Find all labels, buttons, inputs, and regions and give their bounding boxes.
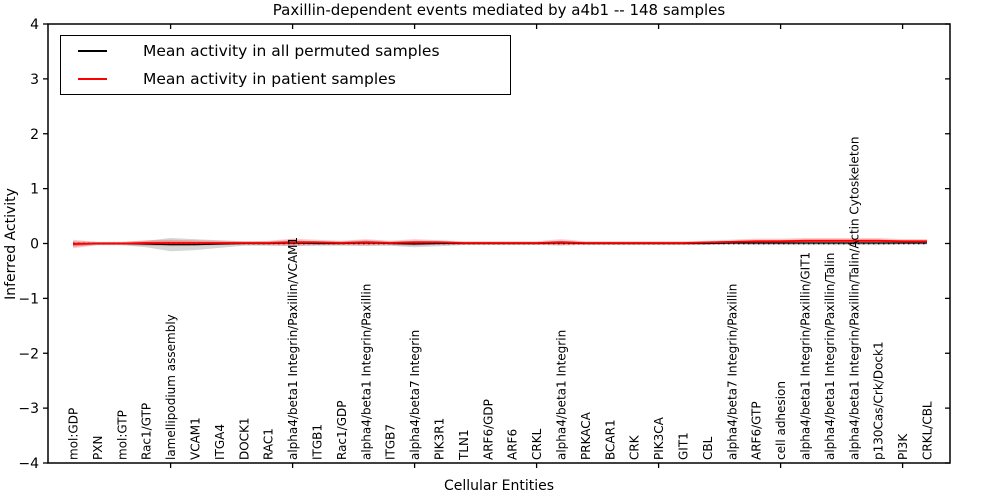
- x-tick-label: alpha4/beta1 Integrin/Paxillin/GIT1: [799, 252, 813, 460]
- x-tick-label: ITGB1: [311, 424, 325, 460]
- x-tick-label: PIK3CA: [652, 416, 666, 460]
- y-tick-label: 2: [30, 127, 39, 143]
- x-tick-label: ITGB7: [384, 424, 398, 460]
- x-tick-label: CRKL: [530, 428, 544, 460]
- y-tick-label: −3: [18, 401, 39, 417]
- x-tick-label: alpha4/beta1 Integrin/Paxillin: [359, 284, 373, 460]
- chart-title: Paxillin-dependent events mediated by a4…: [272, 1, 726, 19]
- x-tick-label: alpha4/beta7 Integrin/Paxillin: [725, 284, 739, 460]
- legend-label-permuted: Mean activity in all permuted samples: [143, 42, 440, 60]
- x-tick-label: GIT1: [677, 432, 691, 460]
- legend-label-patient: Mean activity in patient samples: [143, 70, 396, 88]
- x-tick-label: PXN: [91, 436, 105, 460]
- y-tick-label: 3: [30, 72, 39, 88]
- x-tick-label: ARF6/GDP: [481, 399, 495, 460]
- x-tick-label: ITGA4: [213, 424, 227, 460]
- y-tick-label: 4: [30, 17, 39, 33]
- x-tick-label: alpha4/beta1 Integrin/Paxillin/Talin: [823, 253, 837, 460]
- permuted-band: [73, 238, 927, 252]
- x-tick-label: alpha4/beta7 Integrin: [408, 330, 422, 460]
- y-axis-label: Inferred Activity: [3, 187, 19, 300]
- x-tick-label: PIK3R1: [433, 418, 447, 460]
- x-tick-label: PRKACA: [579, 411, 593, 460]
- x-tick-label: ARF6/GTP: [750, 401, 764, 460]
- x-tick-label: PI3K: [896, 433, 910, 460]
- legend-item-patient: Mean activity in patient samples: [61, 66, 510, 92]
- x-tick-label: CRKL/CBL: [921, 401, 935, 460]
- x-tick-label: ARF6: [506, 429, 520, 460]
- x-tick-label: Rac1/GTP: [140, 403, 154, 460]
- x-tick-label: Rac1/GDP: [335, 401, 349, 460]
- patient-mean-line: [72, 239, 927, 245]
- y-axis-label-wrap: Inferred Activity: [0, 24, 22, 463]
- x-axis-label: Cellular Entities: [443, 478, 555, 494]
- x-tick-label: alpha4/beta1 Integrin/Paxillin/Talin/Act…: [847, 137, 861, 460]
- y-tick-label: −1: [18, 291, 39, 307]
- permuted-line-swatch: [78, 50, 107, 52]
- x-tick-label: p130Cas/Crk/Dock1: [872, 341, 886, 460]
- patient-line-swatch: [78, 78, 107, 80]
- y-tick-label: −2: [18, 346, 39, 362]
- x-tick-label: alpha4/beta1 Integrin/Paxillin/VCAM1: [286, 237, 300, 460]
- legend: Mean activity in all permuted samples Me…: [60, 35, 511, 95]
- legend-item-permuted: Mean activity in all permuted samples: [61, 38, 510, 64]
- x-tick-label: mol:GTP: [115, 410, 129, 460]
- x-tick-label: CBL: [701, 436, 715, 460]
- x-tick-label: alpha4/beta1 Integrin: [555, 330, 569, 460]
- x-tick-label: DOCK1: [237, 417, 251, 460]
- x-tick-label: VCAM1: [189, 417, 203, 460]
- x-tick-label: mol:GDP: [67, 408, 81, 460]
- x-tick-label: RAC1: [262, 428, 276, 460]
- y-tick-label: −4: [18, 456, 39, 472]
- x-tick-label: TLN1: [457, 429, 471, 461]
- y-tick-label: 1: [30, 182, 39, 198]
- x-tick-label: CRK: [628, 434, 642, 460]
- x-tick-label: lamellipodium assembly: [164, 314, 178, 460]
- x-tick-label: cell adhesion: [774, 381, 788, 460]
- x-tick-label: BCAR1: [603, 419, 617, 460]
- y-tick-label: 0: [30, 237, 39, 253]
